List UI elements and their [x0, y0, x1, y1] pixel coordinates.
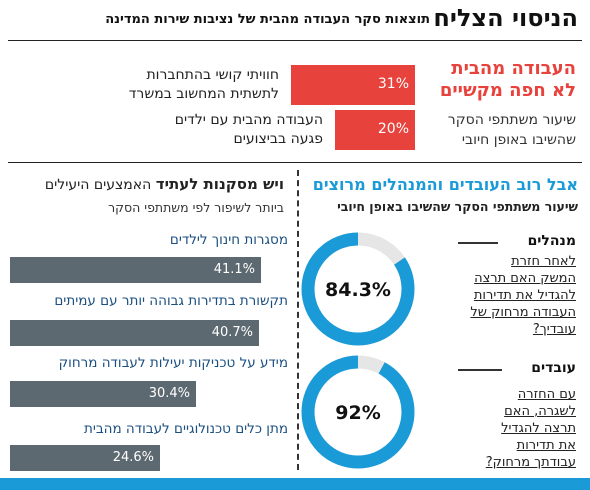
difficulty-bar: 20%: [335, 110, 415, 150]
difficulty-bar-label: העבודה מהבית עם ילדים פגעה בביצועים: [123, 111, 323, 149]
page-subtitle: תוצאות סקר העבודה מהבית של נציבות שירות …: [105, 12, 430, 27]
conclusions-title: ויש מסקנות לעתיד האמצעים היעילים: [45, 175, 284, 193]
difficulties-title: העבודה מהבית לא חפה מקשיים: [431, 58, 576, 102]
conclusions-subtitle: ביותר לשיפור לפי משתתפי הסקר: [108, 200, 284, 215]
difficulties-note-line1: שיעור משתתפי הסקר: [447, 112, 576, 128]
workers-leader-line: [458, 369, 502, 371]
footer-accent-bar: [0, 478, 590, 490]
measure-bar-label: מידע על טכניקות יעילות לעבודה מרחוק: [58, 355, 288, 371]
workers-question: עם החזרה לשגרה, האם תרצה להגדיל את תדירו…: [416, 386, 576, 471]
measure-bar-value: 30.4%: [148, 386, 190, 401]
measure-bar: 24.6%: [10, 445, 160, 471]
managers-donut-value: 84.3%: [325, 279, 391, 301]
managers-question-line2: המשק האם תרצה: [474, 271, 576, 286]
managers-question: לאחר חזרת המשק האם תרצה להגדיל את תדירות…: [416, 253, 576, 338]
measure-bar: 41.1%: [10, 257, 261, 283]
difficulty-bar-label-line: חוויתי קושי בהתחברות: [146, 67, 279, 83]
conclusions-title-rest: האמצעים היעילים: [44, 177, 152, 193]
difficulty-bar-label-line: פגעה בביצועים: [233, 131, 324, 147]
measure-bar: 30.4%: [10, 381, 196, 407]
measure-bar: 40.7%: [10, 320, 259, 346]
difficulties-note: שיעור משתתפי הסקר שהשיבו באופן חיובי: [411, 110, 576, 150]
difficulty-bar-value: 20%: [377, 121, 409, 137]
managers-question-line4: העבודה מרחוק של: [470, 305, 576, 320]
measure-bar-label: מסגרות חינוך לילדים: [169, 232, 288, 248]
workers-question-line2: לשגרה, האם: [504, 404, 576, 419]
conclusions-title-bold: ויש מסקנות לעתיד: [155, 175, 284, 193]
difficulties-note-line2: שהשיבו באופן חיובי: [461, 132, 576, 148]
workers-donut-arc: [301, 355, 415, 469]
measure-bar-label: תקשורת בתדירות גבוהה יותר עם עמיתים: [54, 293, 288, 309]
managers-question-line3: להגדיל את תדירות: [473, 288, 576, 303]
difficulty-bar-value: 31%: [377, 76, 409, 92]
measure-bar-label: מתן כלים טכנולוגיים לעבודה מהבית: [83, 421, 288, 437]
satisfaction-subtitle: שיעור משתתפי הסקר שהשיבו באופן חיובי: [337, 199, 578, 214]
managers-leader-line: [458, 242, 498, 244]
workers-question-line1: עם החזרה: [517, 387, 576, 402]
section-divider: [8, 162, 582, 163]
measure-bar-value: 41.1%: [213, 262, 255, 277]
managers-heading: מנהלים: [527, 233, 576, 249]
satisfaction-title: אבל רוב העובדים והמנהלים מרוצים: [312, 175, 578, 194]
managers-question-line1: לאחר חזרת: [511, 254, 576, 269]
workers-question-line5: עבודתך מרחוק?: [485, 455, 576, 470]
page-title: הניסוי הצליח: [433, 4, 578, 32]
workers-donut-value: 92%: [335, 402, 380, 424]
measure-bar-value: 24.6%: [112, 450, 154, 465]
satisfaction-donut-charts: 84.3% 92%: [301, 232, 415, 469]
workers-question-line4: את תדירות: [516, 438, 576, 453]
difficulties-title-line1: העבודה מהבית: [451, 58, 576, 79]
measure-bar-value: 40.7%: [211, 325, 253, 340]
managers-donut-arc: [301, 232, 415, 346]
difficulty-bar-label: חוויתי קושי בהתחברות לתשתית המחשוב במשרד: [79, 66, 279, 104]
vertical-dashed-divider: [297, 170, 299, 470]
difficulties-title-line2: לא חפה מקשיים: [439, 80, 576, 101]
workers-question-line3: תרצה להגדיל: [501, 421, 576, 436]
managers-question-line5: עובדיך?: [532, 322, 576, 337]
workers-heading: עובדים: [531, 360, 576, 376]
difficulty-bar: 31%: [291, 65, 415, 105]
difficulty-bar-label-line: העבודה מהבית עם ילדים: [174, 112, 323, 128]
difficulty-bar-label-line: לתשתית המחשוב במשרד: [128, 86, 279, 102]
header-divider: [8, 40, 582, 41]
